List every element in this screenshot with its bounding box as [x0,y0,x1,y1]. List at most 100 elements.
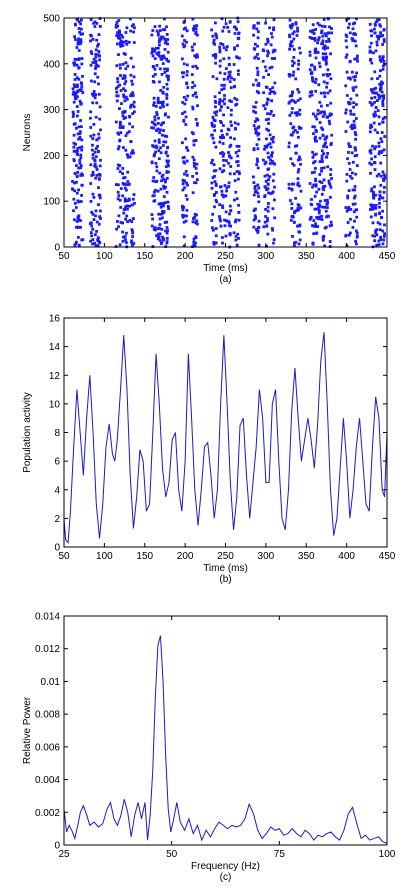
spike-point [159,106,162,109]
spike-point [94,233,97,237]
spike-point [271,179,275,183]
spike-point [226,219,229,223]
spike-point [219,42,223,45]
spike-point [273,48,277,52]
spike-point [93,72,97,76]
spike-point [183,161,187,165]
spike-point [236,122,240,126]
spike-point [294,101,297,104]
spike-point [378,58,382,62]
spike-point [321,115,325,118]
spike-point [320,214,324,218]
y-tick-label: 100 [43,197,60,208]
spike-point [211,34,215,38]
spike-point [76,83,79,87]
spike-point [356,59,359,63]
spike-point [150,224,154,228]
spike-point [381,117,385,121]
spike-point [122,235,125,239]
spike-point [314,184,318,188]
y-tick-label: 0.008 [35,710,60,721]
spike-point [377,145,381,148]
spike-point [154,104,158,108]
x-tick-label: 50 [58,251,70,262]
spike-point [153,67,157,71]
spike-point [154,188,157,192]
spike-point [155,234,158,237]
spike-point [353,131,357,135]
x-tick-label: 50 [58,551,70,562]
spike-point [352,101,355,105]
spike-point [229,86,233,89]
spike-point [353,185,357,188]
spike-point [329,52,332,56]
spike-point [229,136,232,140]
spike-point [320,24,324,28]
spike-point [377,18,381,22]
spike-point [119,206,123,209]
spike-point [264,215,267,218]
spike-point [115,87,118,90]
spike-point [158,67,162,71]
spike-point [378,89,382,92]
spike-point [117,194,121,198]
spike-point [329,143,333,146]
spike-point [78,130,82,133]
spike-point [80,183,84,187]
spike-point [75,180,78,184]
spike-point [157,232,160,236]
spike-point [369,58,372,62]
spike-point [182,21,186,24]
spike-point [226,77,230,81]
spike-point [161,173,165,177]
spike-point [127,198,131,202]
spike-point [299,126,303,130]
spike-point [266,217,269,220]
spike-point [381,170,385,174]
spike-point [154,46,158,50]
spike-point [382,148,386,152]
spike-point [321,238,325,242]
spike-point [218,215,221,218]
spike-point [224,210,228,214]
spike-point [346,221,350,224]
spike-point [167,115,170,119]
spike-point [272,28,275,32]
spike-point [95,138,99,141]
spike-point [374,23,377,27]
spike-point [153,49,157,53]
spike-point [222,124,225,127]
spike-point [383,223,386,227]
spike-point [378,95,381,99]
spike-point [123,176,127,179]
spike-point [314,135,318,139]
spike-point [345,70,349,74]
spike-point [348,31,352,35]
spike-point [218,71,222,75]
spike-point [214,61,217,65]
spike-point [195,95,198,99]
spike-point [267,51,270,55]
spike-point [94,61,97,65]
spike-point [78,146,82,150]
spike-point [115,34,119,37]
spike-point [221,43,225,46]
spike-point [227,185,231,188]
spike-point [383,176,387,180]
spike-point [129,105,132,109]
x-tick-label: 300 [258,551,275,562]
spike-point [225,189,228,193]
spike-point [267,191,270,195]
spike-point [374,204,378,207]
spike-point [118,198,122,202]
spike-point [320,192,324,196]
spike-point [297,135,300,139]
spike-point [320,157,324,161]
spike-point [355,215,359,219]
spike-point [374,91,378,95]
spike-point [353,39,357,43]
spike-point [75,91,78,95]
spike-point [292,30,296,34]
spike-point [71,180,74,183]
spike-point [296,26,299,30]
